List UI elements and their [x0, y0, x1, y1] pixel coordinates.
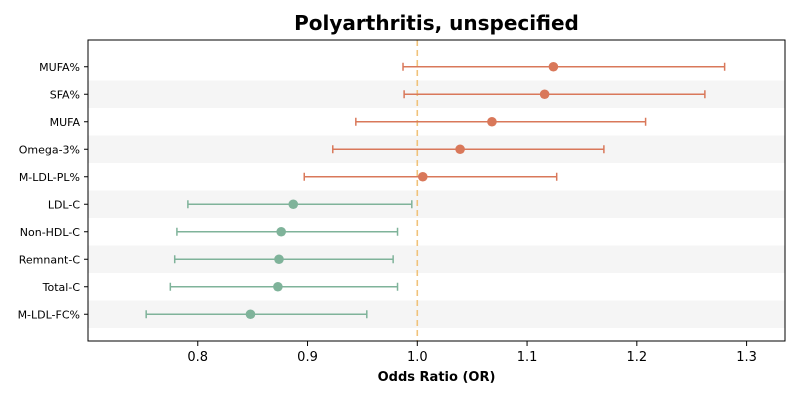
or-point: [288, 199, 299, 210]
y-tick-label: M-LDL-FC%: [18, 308, 80, 321]
or-point: [455, 144, 465, 155]
x-tick-label: 1.2: [626, 350, 647, 365]
or-point: [539, 89, 550, 100]
x-tick-label: 0.9: [297, 350, 318, 365]
error-bars: [145, 62, 726, 319]
or-point: [274, 254, 284, 265]
x-tick-label: 1.3: [736, 350, 757, 365]
x-tick-label: 1.1: [517, 350, 538, 365]
or-point: [276, 226, 286, 237]
y-axis-ticks: MUFA% SFA% MUFA Omega-3% M-LDL-PL% LDL-C Non-H…: [18, 61, 88, 321]
or-point: [548, 61, 559, 72]
y-tick-label: SFA%: [50, 88, 80, 101]
odds-ratio-points: [245, 61, 559, 320]
or-point: [487, 116, 497, 127]
y-tick-label: Remnant-C: [19, 253, 81, 266]
y-tick-label: Non-HDL-C: [20, 226, 81, 239]
or-point: [245, 309, 256, 320]
chart-title: Polyarthritis, unspecified: [294, 11, 579, 35]
x-tick-label: 1.0: [407, 350, 428, 365]
x-axis-label: Odds Ratio (OR): [378, 370, 496, 385]
y-tick-label: M-LDL-PL%: [19, 171, 80, 184]
y-tick-label: Omega-3%: [19, 143, 80, 156]
or-point: [273, 281, 283, 292]
x-tick-label: 0.8: [187, 350, 208, 365]
x-axis-ticks: 0.8 0.9 1.0 1.1 1.2 1.3: [187, 341, 757, 365]
plot-frame: [87, 39, 786, 342]
or-point: [417, 171, 428, 182]
y-tick-label: LDL-C: [48, 198, 81, 211]
y-tick-label: Total-C: [42, 281, 81, 294]
y-tick-label: MUFA: [50, 116, 81, 129]
y-tick-label: MUFA%: [39, 61, 80, 74]
